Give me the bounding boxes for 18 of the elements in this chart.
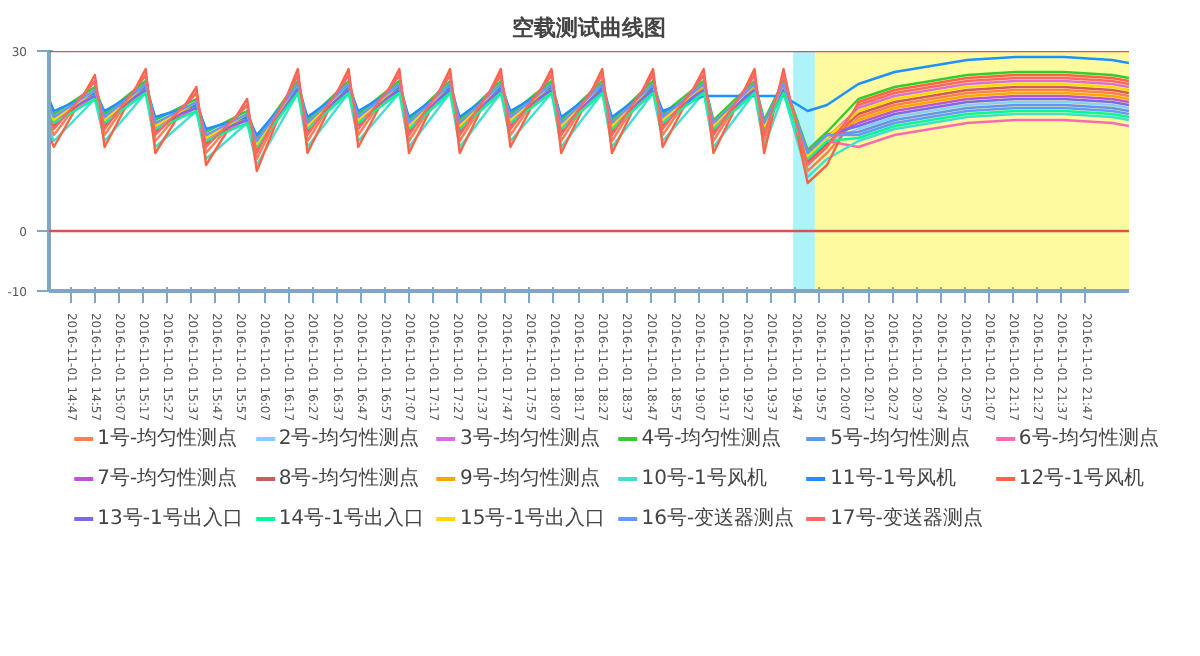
legend-label: 8号-均匀性测点: [278, 465, 419, 492]
legend-label: 7号-均匀性测点: [97, 465, 238, 492]
legend-label: 10号-1号风机: [641, 465, 767, 492]
legend-label: 4号-均匀性测点: [641, 425, 782, 452]
legend-label: 13号-1号出入口: [97, 505, 243, 532]
legend-label: 12号-1号风机: [1018, 465, 1145, 492]
legend-label: 3号-均匀性测点: [460, 425, 600, 452]
legend-label: 15号-1号出入口: [460, 505, 606, 532]
legend-label: 9号-均匀性测点: [460, 465, 600, 492]
legend-label: 6号-均匀性测点: [1018, 425, 1159, 452]
legend-label: 2号-均匀性测点: [278, 425, 419, 452]
chart-title: 空载测试曲线图: [512, 15, 666, 41]
legend-label: 16号-变送器测点: [641, 505, 795, 532]
legend-label: 11号-1号风机: [830, 465, 956, 492]
legend-label: 5号-均匀性测点: [830, 425, 971, 452]
legend-label: 1号-均匀性测点: [97, 425, 238, 452]
legend-label: 14号-1号出入口: [278, 505, 425, 532]
legend-label: 17号-变送器测点: [830, 505, 983, 532]
